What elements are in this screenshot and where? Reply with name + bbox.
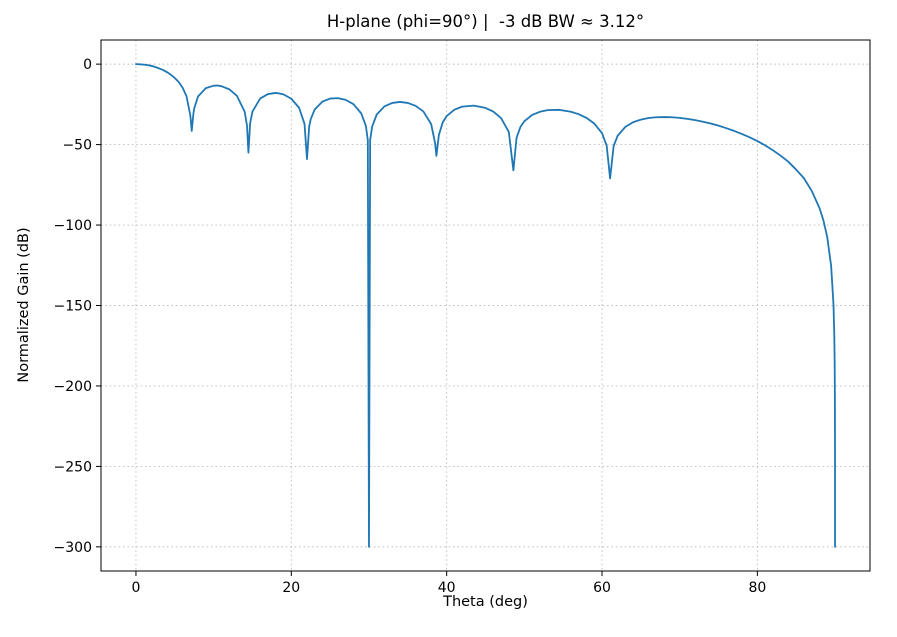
y-tick-label: −100 <box>54 218 92 234</box>
x-tick-label: 20 <box>282 580 300 596</box>
y-tick-label: −150 <box>54 299 92 315</box>
y-tick-label: −300 <box>54 540 92 556</box>
y-tick-label: −250 <box>54 459 92 475</box>
y-tick-label: 0 <box>83 57 92 73</box>
y-tick-label: −200 <box>54 379 92 395</box>
x-tick-label: 60 <box>593 580 611 596</box>
chart-title: H-plane (phi=90°) | -3 dB BW ≈ 3.12° <box>326 12 645 31</box>
x-tick-label: 80 <box>748 580 766 596</box>
x-axis-label: Theta (deg) <box>443 594 528 610</box>
x-tick-label: 0 <box>131 580 140 596</box>
gain-curve <box>135 63 836 548</box>
x-tick-label: 40 <box>438 580 456 596</box>
y-tick-label: −50 <box>62 138 92 154</box>
